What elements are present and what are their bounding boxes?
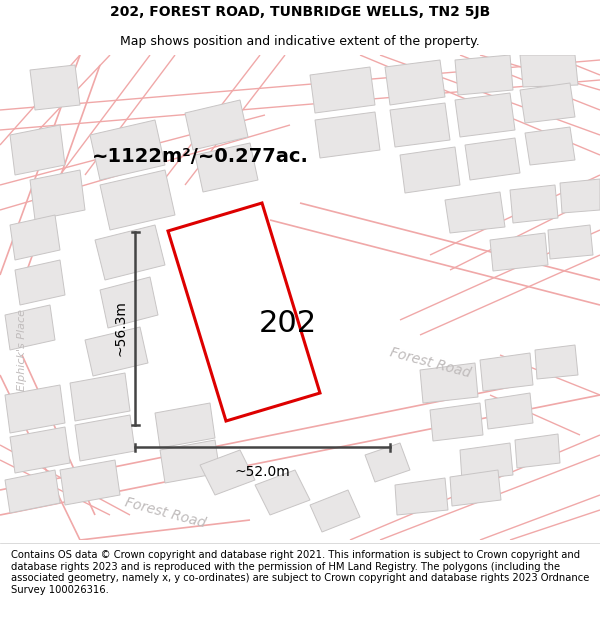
Polygon shape <box>5 385 65 433</box>
Text: 202, FOREST ROAD, TUNBRIDGE WELLS, TN2 5JB: 202, FOREST ROAD, TUNBRIDGE WELLS, TN2 5… <box>110 5 490 19</box>
Polygon shape <box>465 138 520 180</box>
Polygon shape <box>60 460 120 505</box>
Text: Contains OS data © Crown copyright and database right 2021. This information is : Contains OS data © Crown copyright and d… <box>11 550 589 595</box>
Polygon shape <box>525 127 575 165</box>
Polygon shape <box>30 65 80 110</box>
Polygon shape <box>455 55 513 95</box>
Polygon shape <box>315 112 380 158</box>
Polygon shape <box>515 434 560 468</box>
Text: Map shows position and indicative extent of the property.: Map shows position and indicative extent… <box>120 35 480 48</box>
Polygon shape <box>520 55 578 87</box>
Polygon shape <box>75 415 135 461</box>
Polygon shape <box>445 192 505 233</box>
Polygon shape <box>95 225 165 280</box>
Polygon shape <box>30 170 85 220</box>
Polygon shape <box>560 179 600 213</box>
Polygon shape <box>455 93 515 137</box>
Polygon shape <box>155 403 215 448</box>
Text: ~56.3m: ~56.3m <box>113 301 127 356</box>
Polygon shape <box>480 353 533 391</box>
Polygon shape <box>485 393 533 429</box>
Polygon shape <box>535 345 578 379</box>
Polygon shape <box>385 60 445 105</box>
Polygon shape <box>10 125 65 175</box>
Polygon shape <box>160 440 220 483</box>
Polygon shape <box>390 103 450 147</box>
Polygon shape <box>168 203 320 421</box>
Polygon shape <box>5 305 55 350</box>
Polygon shape <box>490 233 548 271</box>
Polygon shape <box>420 363 478 403</box>
Text: ~52.0m: ~52.0m <box>235 465 290 479</box>
Polygon shape <box>195 143 258 192</box>
Text: Elphick's Place: Elphick's Place <box>17 309 27 391</box>
Text: Forest Road: Forest Road <box>388 346 472 381</box>
Polygon shape <box>310 67 375 113</box>
Polygon shape <box>520 83 575 123</box>
Text: 202: 202 <box>259 309 317 338</box>
Polygon shape <box>100 170 175 230</box>
Polygon shape <box>310 490 360 532</box>
Polygon shape <box>70 373 130 421</box>
Text: ~1122m²/~0.277ac.: ~1122m²/~0.277ac. <box>92 148 308 166</box>
Polygon shape <box>548 225 593 259</box>
Polygon shape <box>460 443 513 481</box>
Polygon shape <box>400 147 460 193</box>
Polygon shape <box>100 277 158 328</box>
Polygon shape <box>5 470 60 513</box>
Text: Forest Road: Forest Road <box>123 496 207 531</box>
Polygon shape <box>430 403 483 441</box>
Polygon shape <box>395 478 448 515</box>
Polygon shape <box>255 470 310 515</box>
Polygon shape <box>510 185 558 223</box>
Polygon shape <box>450 470 501 506</box>
Polygon shape <box>10 427 70 473</box>
Polygon shape <box>85 327 148 376</box>
Polygon shape <box>90 120 165 180</box>
Polygon shape <box>15 260 65 305</box>
Polygon shape <box>185 100 248 150</box>
Polygon shape <box>10 215 60 260</box>
Polygon shape <box>200 450 255 495</box>
Polygon shape <box>365 443 410 482</box>
